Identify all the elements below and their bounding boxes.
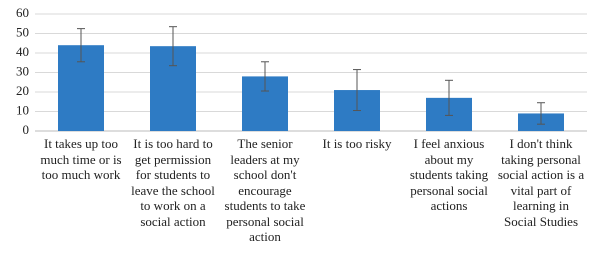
y-tick-label: 10	[16, 102, 29, 117]
y-tick-label: 40	[16, 44, 29, 59]
y-tick-label: 20	[16, 83, 29, 98]
x-tick-label: It is too risky	[322, 136, 392, 151]
y-tick-label: 0	[23, 122, 30, 137]
y-tick-label: 50	[16, 24, 29, 39]
x-tick-label: It is too hard to get permission for stu…	[131, 136, 215, 229]
x-tick-label: I don't think taking personal social act…	[497, 136, 585, 229]
x-tick-label: I feel anxious about my students taking …	[409, 136, 489, 213]
y-tick-label: 60	[16, 5, 29, 20]
x-tick-label: It takes up too much time or is too much…	[40, 136, 122, 182]
y-tick-label: 30	[16, 63, 29, 78]
x-tick-label: The senior leaders at my school don't en…	[224, 136, 306, 244]
